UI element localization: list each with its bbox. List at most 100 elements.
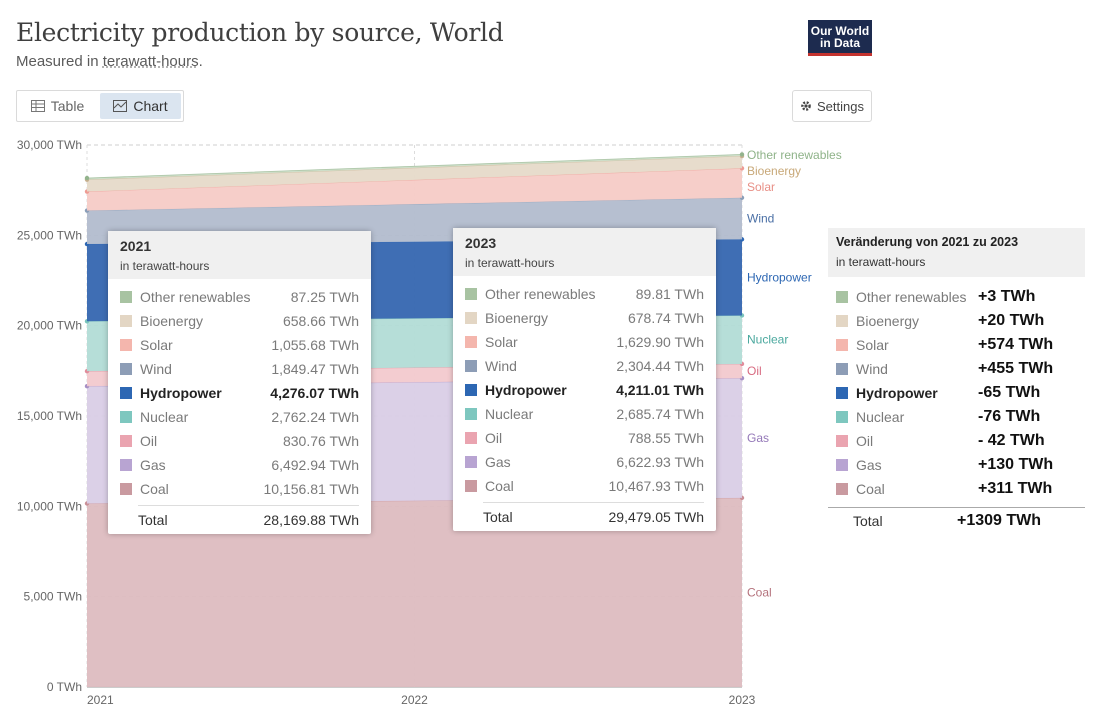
tooltip-row: Other renewables 87.25 TWh: [108, 285, 371, 309]
tooltip-name: Gas: [140, 457, 166, 473]
y-tick-label: 0 TWh: [47, 680, 82, 694]
tooltip-name: Other renewables: [140, 289, 251, 305]
x-tick-label: 2023: [729, 693, 756, 707]
change-name: Hydropower: [856, 385, 938, 401]
y-tick-label: 25,000 TWh: [17, 228, 82, 242]
tooltip-year: 2023: [465, 235, 497, 251]
tab-table[interactable]: Table: [17, 91, 98, 121]
legend-swatch: [120, 363, 132, 375]
tooltip-value: 2,685.74 TWh: [616, 406, 704, 422]
change-name: Solar: [856, 337, 889, 353]
change-panel: Veränderung von 2021 zu 2023 in terawatt…: [828, 228, 1085, 534]
tooltip-total: Total 28,169.88 TWh: [138, 505, 359, 534]
change-title: Veränderung von 2021 zu 2023: [836, 235, 1019, 249]
tab-chart[interactable]: Chart: [100, 93, 181, 119]
tooltip-name: Solar: [140, 337, 173, 353]
change-total-value: +1309 TWh: [957, 512, 1042, 529]
legend-swatch: [836, 459, 848, 471]
tooltip-row: Other renewables 89.81 TWh: [453, 282, 716, 306]
area-coal: [87, 497, 742, 687]
change-value: +311 TWh: [978, 480, 1053, 497]
view-tabs: Table Chart: [16, 90, 184, 122]
tooltip-header: 2021 in terawatt-hours: [108, 231, 371, 279]
y-tick-label: 10,000 TWh: [17, 499, 82, 513]
point-other-renewables: [84, 175, 90, 181]
tooltip-unit: in terawatt-hours: [465, 256, 555, 270]
change-header: Veränderung von 2021 zu 2023 in terawatt…: [828, 228, 1085, 277]
area-solar: [87, 168, 742, 211]
y-tick-label: 15,000 TWh: [17, 409, 82, 423]
y-tick-label: 20,000 TWh: [17, 319, 82, 333]
change-value: +130 TWh: [978, 456, 1054, 473]
logo-line2: in Data: [819, 36, 860, 50]
tooltip-row: Wind 2,304.44 TWh: [453, 354, 716, 378]
tooltip-name: Bioenergy: [485, 310, 549, 326]
tooltip-value: 4,276.07 TWh: [270, 385, 359, 401]
legend-swatch: [120, 459, 132, 471]
change-value: - 42 TWh: [978, 432, 1045, 449]
tooltip-value: 830.76 TWh: [282, 433, 359, 449]
y-tick-label: 5,000 TWh: [24, 590, 82, 604]
legend-swatch: [465, 360, 477, 372]
series-label-solar: Solar: [747, 180, 775, 194]
change-row: Bioenergy +20 TWh: [828, 309, 1085, 333]
subtitle-suffix: .: [198, 53, 203, 70]
tooltip-value: 1,055.68 TWh: [271, 337, 359, 353]
legend-swatch: [836, 387, 848, 399]
settings-button[interactable]: Settings: [792, 90, 872, 122]
legend-swatch: [465, 336, 477, 348]
legend-swatch: [836, 483, 848, 495]
tooltip-row: Oil 788.55 TWh: [453, 426, 716, 450]
tooltip-name: Solar: [485, 334, 518, 350]
chart-subtitle: Measured in terawatt-hours.: [16, 53, 203, 70]
legend-swatch: [120, 483, 132, 495]
tooltip-value: 6,622.93 TWh: [616, 454, 704, 470]
tooltip-value: 2,304.44 TWh: [616, 358, 704, 374]
total-label: Total: [138, 512, 168, 528]
settings-label: Settings: [817, 98, 864, 114]
change-row: Oil - 42 TWh: [828, 429, 1085, 453]
tooltip-row: Bioenergy 678.74 TWh: [453, 306, 716, 330]
x-tick-label: 2021: [87, 693, 114, 707]
legend-swatch: [120, 411, 132, 423]
tooltip-value: 87.25 TWh: [290, 289, 359, 305]
tooltip-value: 10,467.93 TWh: [608, 478, 704, 494]
change-name: Nuclear: [856, 409, 905, 425]
tooltip-row: Solar 1,055.68 TWh: [108, 333, 371, 357]
tooltip-name: Oil: [140, 433, 158, 449]
legend-swatch: [120, 339, 132, 351]
legend-swatch: [465, 312, 477, 324]
legend-swatch: [836, 291, 848, 303]
legend-swatch: [836, 363, 848, 375]
tooltip-value: 1,849.47 TWh: [271, 361, 359, 377]
tab-table-label: Table: [50, 98, 85, 114]
change-value: -76 TWh: [978, 408, 1041, 425]
tooltip-rows: Other renewables 87.25 TWh Bioenergy 658.66…: [108, 279, 371, 501]
series-label-nuclear: Nuclear: [747, 333, 788, 347]
legend-swatch: [465, 480, 477, 492]
tooltip-value: 4,211.01 TWh: [616, 382, 704, 398]
tooltip-name: Coal: [140, 481, 169, 497]
tooltip-row: Hydropower 4,211.01 TWh: [453, 378, 716, 402]
owid-logo[interactable]: Our World in Data: [808, 20, 872, 56]
total-value: 29,479.05 TWh: [608, 509, 704, 525]
series-label-oil: Oil: [747, 364, 762, 378]
unit-link[interactable]: terawatt-hours: [102, 53, 199, 70]
logo-line1: Our World: [810, 24, 870, 38]
tooltip-row: Hydropower 4,276.07 TWh: [108, 381, 371, 405]
tooltip-row: Solar 1,629.90 TWh: [453, 330, 716, 354]
tooltip-row: Oil 830.76 TWh: [108, 429, 371, 453]
change-value: +20 TWh: [978, 312, 1045, 329]
change-rows: Other renewables +3 TWh Bioenergy +20 TWh So…: [828, 277, 1085, 501]
tooltip-row: Wind 1,849.47 TWh: [108, 357, 371, 381]
legend-swatch: [465, 408, 477, 420]
tooltip-row: Coal 10,156.81 TWh: [108, 477, 371, 501]
tab-chart-label: Chart: [133, 98, 168, 114]
tooltip-name: Gas: [485, 454, 511, 470]
series-label-other-renewables: Other renewables: [747, 148, 842, 162]
legend-swatch: [465, 456, 477, 468]
y-tick-label: 30,000 TWh: [17, 138, 82, 152]
change-value: +3 TWh: [978, 288, 1036, 305]
legend-swatch: [836, 411, 848, 423]
tooltip-name: Oil: [485, 430, 503, 446]
